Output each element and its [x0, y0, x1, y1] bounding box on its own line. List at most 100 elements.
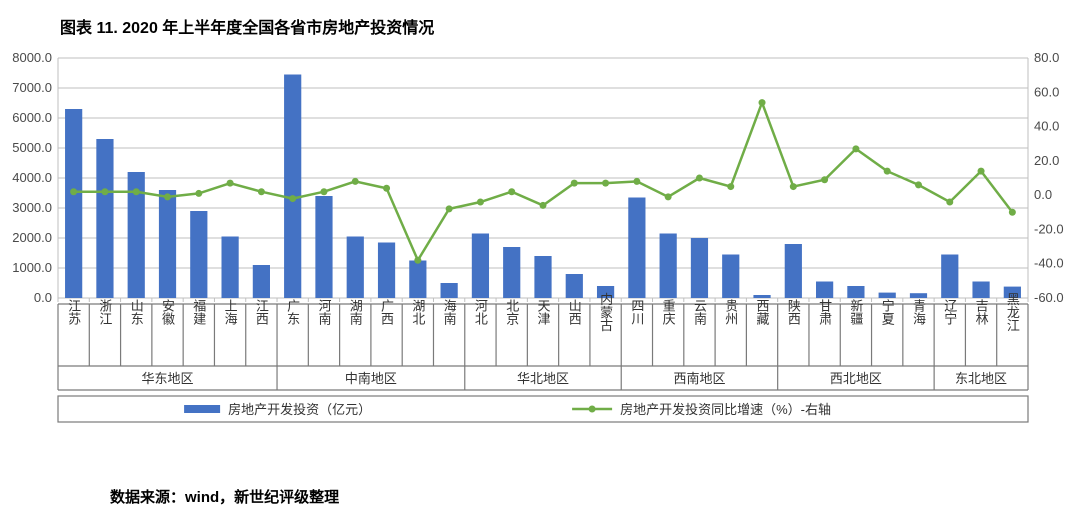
province-label: 黑龙江	[1005, 293, 1020, 332]
growth-marker	[946, 199, 953, 206]
legend-bar-swatch	[184, 405, 220, 413]
growth-marker	[1009, 209, 1016, 216]
yright-tick: 20.0	[1034, 153, 1059, 168]
bar	[753, 295, 770, 298]
growth-marker	[633, 178, 640, 185]
growth-marker	[571, 180, 578, 187]
growth-marker	[540, 202, 547, 209]
growth-marker	[821, 176, 828, 183]
bar	[847, 286, 864, 298]
region-label: 华东地区	[142, 371, 194, 386]
province-label: 贵州	[723, 299, 738, 325]
bar	[879, 293, 896, 298]
yright-tick: -60.0	[1034, 290, 1064, 305]
bar	[441, 283, 458, 298]
growth-marker	[164, 193, 171, 200]
legend-bar-label: 房地产开发投资（亿元）	[228, 402, 371, 417]
growth-marker	[884, 168, 891, 175]
growth-marker	[477, 199, 484, 206]
province-label: 福建	[191, 299, 206, 326]
province-label: 天津	[536, 299, 551, 325]
province-label: 北京	[504, 299, 519, 325]
province-label: 江西	[254, 299, 269, 325]
province-label: 宁夏	[880, 298, 895, 325]
yright-tick: -20.0	[1034, 221, 1064, 236]
province-label: 四川	[629, 299, 644, 325]
chart-title: 图表 11. 2020 年上半年度全国各省市房地产投资情况	[0, 0, 1080, 38]
legend-line-marker	[589, 406, 596, 413]
region-label: 华北地区	[517, 371, 569, 386]
yleft-tick: 6000.0	[12, 110, 52, 125]
region-label: 东北地区	[955, 371, 1007, 386]
chart-plot: 0.01000.02000.03000.04000.05000.06000.07…	[0, 38, 1080, 478]
yleft-tick: 2000.0	[12, 230, 52, 245]
province-label: 青海	[911, 299, 926, 325]
bar	[190, 211, 207, 298]
bar	[785, 244, 802, 298]
yright-tick: -40.0	[1034, 256, 1064, 271]
growth-marker	[696, 175, 703, 182]
province-label: 内蒙古	[598, 292, 613, 332]
growth-marker	[352, 178, 359, 185]
growth-marker	[101, 188, 108, 195]
growth-marker	[790, 183, 797, 190]
province-label: 山东	[129, 299, 144, 325]
growth-marker	[320, 188, 327, 195]
yleft-tick: 8000.0	[12, 50, 52, 65]
province-label: 江苏	[66, 299, 81, 325]
bar	[534, 256, 551, 298]
bar	[253, 265, 270, 298]
yleft-tick: 1000.0	[12, 260, 52, 275]
bar	[96, 139, 113, 298]
growth-marker	[446, 205, 453, 212]
growth-marker	[665, 193, 672, 200]
yright-tick: 40.0	[1034, 119, 1059, 134]
growth-marker	[195, 190, 202, 197]
bar	[409, 261, 426, 299]
province-label: 浙江	[97, 299, 112, 325]
growth-marker	[915, 181, 922, 188]
chart-source: 数据来源：wind，新世纪评级整理	[0, 478, 1080, 507]
province-label: 广东	[285, 299, 300, 325]
province-label: 山西	[567, 299, 582, 325]
bar	[660, 234, 677, 299]
province-label: 重庆	[661, 298, 676, 325]
yleft-tick: 7000.0	[12, 80, 52, 95]
bar	[503, 247, 520, 298]
bar	[722, 255, 739, 299]
bar	[941, 255, 958, 299]
yright-tick: 60.0	[1034, 84, 1059, 99]
province-label: 西藏	[755, 299, 770, 325]
yright-tick: 0.0	[1034, 187, 1052, 202]
bar	[472, 234, 489, 299]
bar	[347, 237, 364, 299]
province-label: 甘肃	[817, 299, 832, 325]
growth-marker	[70, 188, 77, 195]
province-label: 辽宁	[942, 299, 957, 325]
bar	[972, 282, 989, 299]
province-label: 安徽	[160, 299, 175, 325]
growth-marker	[227, 180, 234, 187]
region-label: 西南地区	[673, 371, 725, 386]
growth-marker	[289, 195, 296, 202]
yleft-tick: 5000.0	[12, 140, 52, 155]
bar	[284, 75, 301, 299]
yleft-tick: 4000.0	[12, 170, 52, 185]
yright-tick: 80.0	[1034, 50, 1059, 65]
bar	[816, 282, 833, 299]
growth-marker	[978, 168, 985, 175]
bar	[566, 274, 583, 298]
bar	[159, 190, 176, 298]
growth-marker	[383, 185, 390, 192]
growth-marker	[602, 180, 609, 187]
province-label: 上海	[223, 299, 238, 325]
province-label: 湖北	[410, 299, 425, 326]
bar	[315, 196, 332, 298]
province-label: 广西	[379, 299, 394, 325]
province-label: 河南	[316, 299, 331, 325]
region-label: 西北地区	[830, 371, 882, 386]
growth-marker	[727, 183, 734, 190]
bar	[221, 237, 238, 299]
yleft-tick: 0.0	[34, 290, 52, 305]
growth-marker	[852, 145, 859, 152]
